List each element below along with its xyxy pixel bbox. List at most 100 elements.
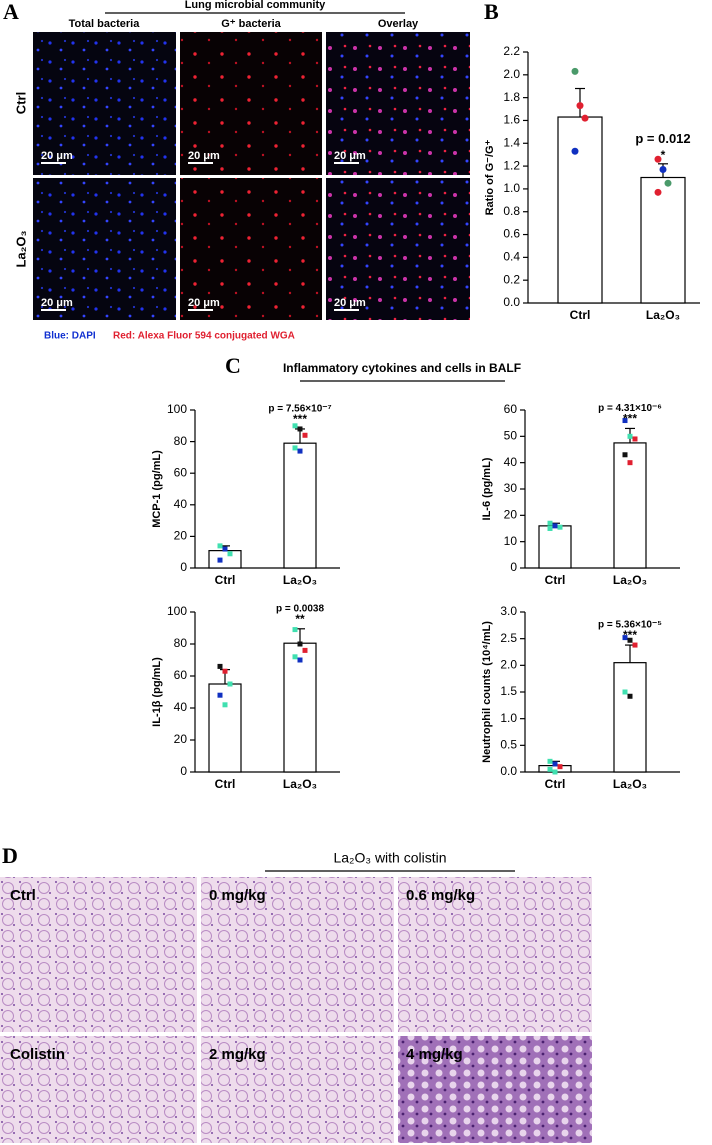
- data-point: [217, 557, 223, 563]
- data-point: [297, 448, 303, 454]
- micrograph: [180, 32, 322, 175]
- y-tick-label: 1.0: [503, 181, 520, 195]
- data-point: [547, 758, 553, 764]
- data-point: [627, 433, 633, 439]
- bar: [208, 683, 242, 773]
- data-point: [557, 764, 563, 770]
- y-tick-label: 3.0: [500, 604, 517, 618]
- x-tick-label: La₂O₃: [283, 777, 317, 791]
- column-title: Total bacteria: [69, 18, 141, 30]
- data-point: [552, 769, 558, 775]
- data-point: [227, 681, 233, 687]
- y-tick-label: 0: [510, 560, 517, 574]
- y-tick-label: 100: [167, 604, 187, 618]
- y-tick-label: 2.5: [500, 631, 517, 645]
- y-tick-label: 1.8: [503, 90, 520, 104]
- histology: [201, 877, 394, 1032]
- panel-letter: B: [484, 0, 499, 24]
- scale-label: 20 μm: [188, 150, 220, 162]
- scale-label: 20 μm: [41, 150, 73, 162]
- y-tick-label: 0.0: [500, 764, 517, 778]
- p-value: p = 4.31×10⁻⁶: [598, 403, 662, 414]
- column-title: Overlay: [378, 18, 419, 30]
- data-point: [654, 188, 662, 196]
- y-tick-label: 30: [504, 481, 518, 495]
- data-point: [302, 647, 308, 653]
- data-point: [581, 114, 589, 122]
- panel-title: Inflammatory cytokines and cells in BALF: [283, 361, 521, 375]
- x-tick-label: La₂O₃: [613, 573, 647, 587]
- y-tick-label: 20: [174, 732, 188, 746]
- row-label: Ctrl: [13, 92, 28, 114]
- data-point: [659, 166, 667, 174]
- micrograph: [326, 32, 470, 175]
- significance: *: [661, 148, 666, 162]
- x-tick-label: Ctrl: [215, 777, 236, 791]
- micrograph: [33, 32, 176, 175]
- data-point: [622, 452, 628, 458]
- image-label: 0 mg/kg: [209, 887, 266, 904]
- scale-bars: 20 μm 20 μm 20 μm 20 μm 20 μm 20 μm: [41, 150, 366, 311]
- y-tick-label: 2.2: [503, 44, 520, 58]
- y-tick-label: 0: [180, 764, 187, 778]
- data-point: [622, 418, 628, 424]
- scale-label: 20 μm: [41, 297, 73, 309]
- data-point: [571, 147, 579, 155]
- y-tick-label: 2.0: [503, 67, 520, 81]
- micrograph: [180, 178, 322, 320]
- bar: [613, 662, 647, 773]
- y-tick-label: 40: [174, 497, 188, 511]
- legend-text: Blue: DAPI: [44, 331, 96, 342]
- y-tick-label: 80: [174, 434, 188, 448]
- x-tick-label: Ctrl: [545, 777, 566, 791]
- panel-letter: D: [2, 843, 18, 868]
- x-tick-label: La₂O₃: [283, 573, 317, 587]
- y-tick-label: 1.6: [503, 113, 520, 127]
- y-tick-label: 60: [504, 402, 518, 416]
- data-point: [217, 692, 223, 698]
- histology: [0, 877, 197, 1032]
- data-point: [297, 657, 303, 663]
- y-tick-label: 40: [174, 700, 188, 714]
- data-point: [222, 702, 228, 708]
- data-point: [222, 546, 228, 552]
- image-label: 0.6 mg/kg: [406, 887, 475, 904]
- data-point: [547, 766, 553, 772]
- data-point: [557, 524, 563, 530]
- p-value: p = 0.0038: [276, 603, 325, 614]
- y-tick-label: 1.5: [500, 684, 517, 698]
- scale-label: 20 μm: [334, 150, 366, 162]
- y-tick-label: 1.2: [503, 158, 520, 172]
- bar: [283, 442, 317, 569]
- x-tick-label: La₂O₃: [646, 308, 680, 322]
- data-point: [292, 423, 298, 429]
- significance: ***: [293, 412, 307, 426]
- data-point: [552, 523, 558, 529]
- y-tick-label: 20: [174, 529, 188, 543]
- data-point: [297, 641, 303, 647]
- x-tick-label: Ctrl: [570, 308, 591, 322]
- y-tick-label: 10: [504, 534, 518, 548]
- bar: [557, 116, 603, 304]
- micrograph: [33, 178, 176, 320]
- histology: [201, 1036, 394, 1143]
- y-tick-label: 0: [180, 560, 187, 574]
- significance: ***: [623, 412, 637, 426]
- image-label: Ctrl: [10, 887, 36, 904]
- scale-label: 20 μm: [188, 297, 220, 309]
- bar: [640, 176, 686, 304]
- panel-title: Lung microbial community: [185, 0, 326, 11]
- y-axis-label: Neutrophil counts (10⁴/mL): [481, 621, 493, 763]
- scale-label: 20 μm: [334, 297, 366, 309]
- data-point: [622, 689, 628, 695]
- y-tick-label: 1.4: [503, 135, 520, 149]
- y-tick-label: 0.0: [503, 295, 520, 309]
- legend-text: Red: Alexa Fluor 594 conjugated WGA: [113, 331, 295, 342]
- y-tick-label: 50: [504, 429, 518, 443]
- histology: [398, 1036, 592, 1143]
- histology: [0, 1036, 197, 1143]
- y-tick-label: 0.6: [503, 227, 520, 241]
- data-point: [292, 654, 298, 660]
- y-axis-label: IL-6 (pg/mL): [481, 457, 493, 520]
